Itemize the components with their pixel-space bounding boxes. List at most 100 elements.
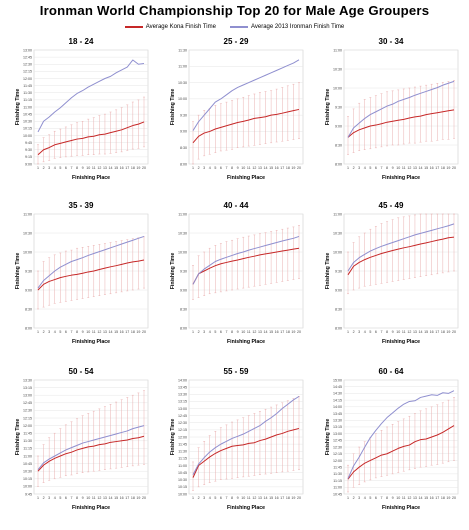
x-tick-label: 7 [70,330,72,334]
x-tick-label: 14 [419,166,423,170]
x-tick-label: 3 [358,166,360,170]
x-tick-label: 12 [97,330,101,334]
y-tick-label: 13:15 [178,400,187,404]
y-tick-label: 10:45 [333,492,342,496]
x-tick-label: 2 [198,330,200,334]
x-tick-label: 4 [209,330,211,334]
x-tick-label: 5 [214,330,216,334]
x-tick-label: 6 [375,330,377,334]
y-tick-label: 9:00 [180,288,187,292]
y-tick-label: 11:30 [178,450,187,454]
x-tick-label: 1 [192,330,194,334]
y-tick-label: 10:15 [23,477,32,481]
y-tick-label: 10:30 [178,478,187,482]
y-tick-label: 12:15 [178,428,187,432]
x-tick-label: 11 [402,166,406,170]
x-tick-label: 9 [237,330,239,334]
x-tick-label: 10 [396,166,400,170]
x-tick-label: 9 [237,166,239,170]
x-tick-label: 14 [109,166,113,170]
y-tick-label: 13:45 [178,385,187,389]
y-tick-label: 9:30 [180,269,187,273]
y-tick-label: 9:00 [180,130,187,134]
x-tick-label: 6 [65,330,67,334]
x-tick-label: 10 [86,496,90,500]
y-tick-label: 13:00 [333,432,342,436]
x-tick-label: 6 [65,496,67,500]
x-tick-label: 12 [407,496,411,500]
x-tick-label: 12 [252,166,256,170]
x-tick-label: 19 [136,330,140,334]
y-tick-label: 11:00 [178,212,187,216]
y-tick-label: 10:30 [178,231,187,235]
x-tick-label: 17 [125,166,129,170]
x-tick-label: 19 [136,496,140,500]
x-tick-label: 5 [59,166,61,170]
x-tick-label: 7 [380,330,382,334]
x-tick-label: 15 [114,496,118,500]
series-line-ironman [347,80,455,138]
x-tick-label: 12 [97,166,101,170]
x-tick-label: 17 [125,496,129,500]
y-tick-label: 11:15 [333,479,342,483]
y-tick-label: 9:30 [25,269,32,273]
y-tick-label: 10:00 [23,485,32,489]
y-tick-label: 9:45 [25,492,32,496]
x-tick-label: 8 [231,496,233,500]
series-line-ironman [347,390,455,479]
x-tick-label: 12 [252,496,256,500]
y-tick-label: 13:00 [178,407,187,411]
x-tick-label: 13 [413,330,417,334]
x-tick-label: 8 [386,496,388,500]
x-tick-label: 11 [402,330,406,334]
plot-area [343,379,459,495]
x-tick-label: 19 [446,166,450,170]
x-axis-label: Finishing Place [382,505,420,511]
x-tick-label: 20 [452,496,456,500]
x-tick-label: 18 [286,166,290,170]
legend-swatch-ironman [229,26,248,28]
x-tick-label: 1 [192,166,194,170]
x-tick-label: 8 [386,330,388,334]
y-tick-label: 11:30 [23,91,32,95]
x-tick-label: 15 [269,166,273,170]
x-tick-label: 3 [203,166,205,170]
x-tick-label: 15 [114,330,118,334]
legend-swatch-kona [124,26,143,28]
series-line-ironman [192,235,300,285]
x-tick-label: 10 [86,330,90,334]
y-tick-label: 11:00 [178,65,187,69]
x-tick-label: 14 [109,330,113,334]
chart-panel: 60 - 64 10:45 11:00 11:15 11:30 11:45 12:00 12:… [325,367,459,511]
x-tick-label: 15 [424,330,428,334]
x-tick-label: 11 [247,496,251,500]
y-tick-label: 12:15 [23,416,32,420]
y-tick-label: 10:30 [333,231,342,235]
y-axis-label: Finishing Time [15,89,21,126]
x-axis-label: Finishing Place [72,505,110,511]
x-tick-label: 18 [441,496,445,500]
x-tick-label: 4 [364,330,366,334]
x-tick-label: 3 [48,496,50,500]
x-tick-label: 13 [413,496,417,500]
chart-title: 60 - 64 [379,367,404,376]
x-tick-label: 18 [441,166,445,170]
y-tick-label: 8:00 [180,162,187,166]
x-tick-label: 2 [198,166,200,170]
x-tick-label: 17 [280,496,284,500]
x-tick-label: 14 [419,330,423,334]
x-tick-label: 20 [452,330,456,334]
x-tick-label: 20 [452,166,456,170]
y-tick-label: 11:00 [333,212,342,216]
x-tick-label: 2 [353,330,355,334]
x-tick-label: 7 [225,496,227,500]
chart-title: 40 - 44 [224,201,249,210]
y-tick-label: 12:15 [333,452,342,456]
y-tick-label: 8:30 [180,307,187,311]
x-tick-label: 5 [214,496,216,500]
y-tick-label: 9:30 [335,269,342,273]
x-tick-label: 4 [209,166,211,170]
y-tick-label: 12:45 [23,401,32,405]
x-tick-label: 1 [347,330,349,334]
